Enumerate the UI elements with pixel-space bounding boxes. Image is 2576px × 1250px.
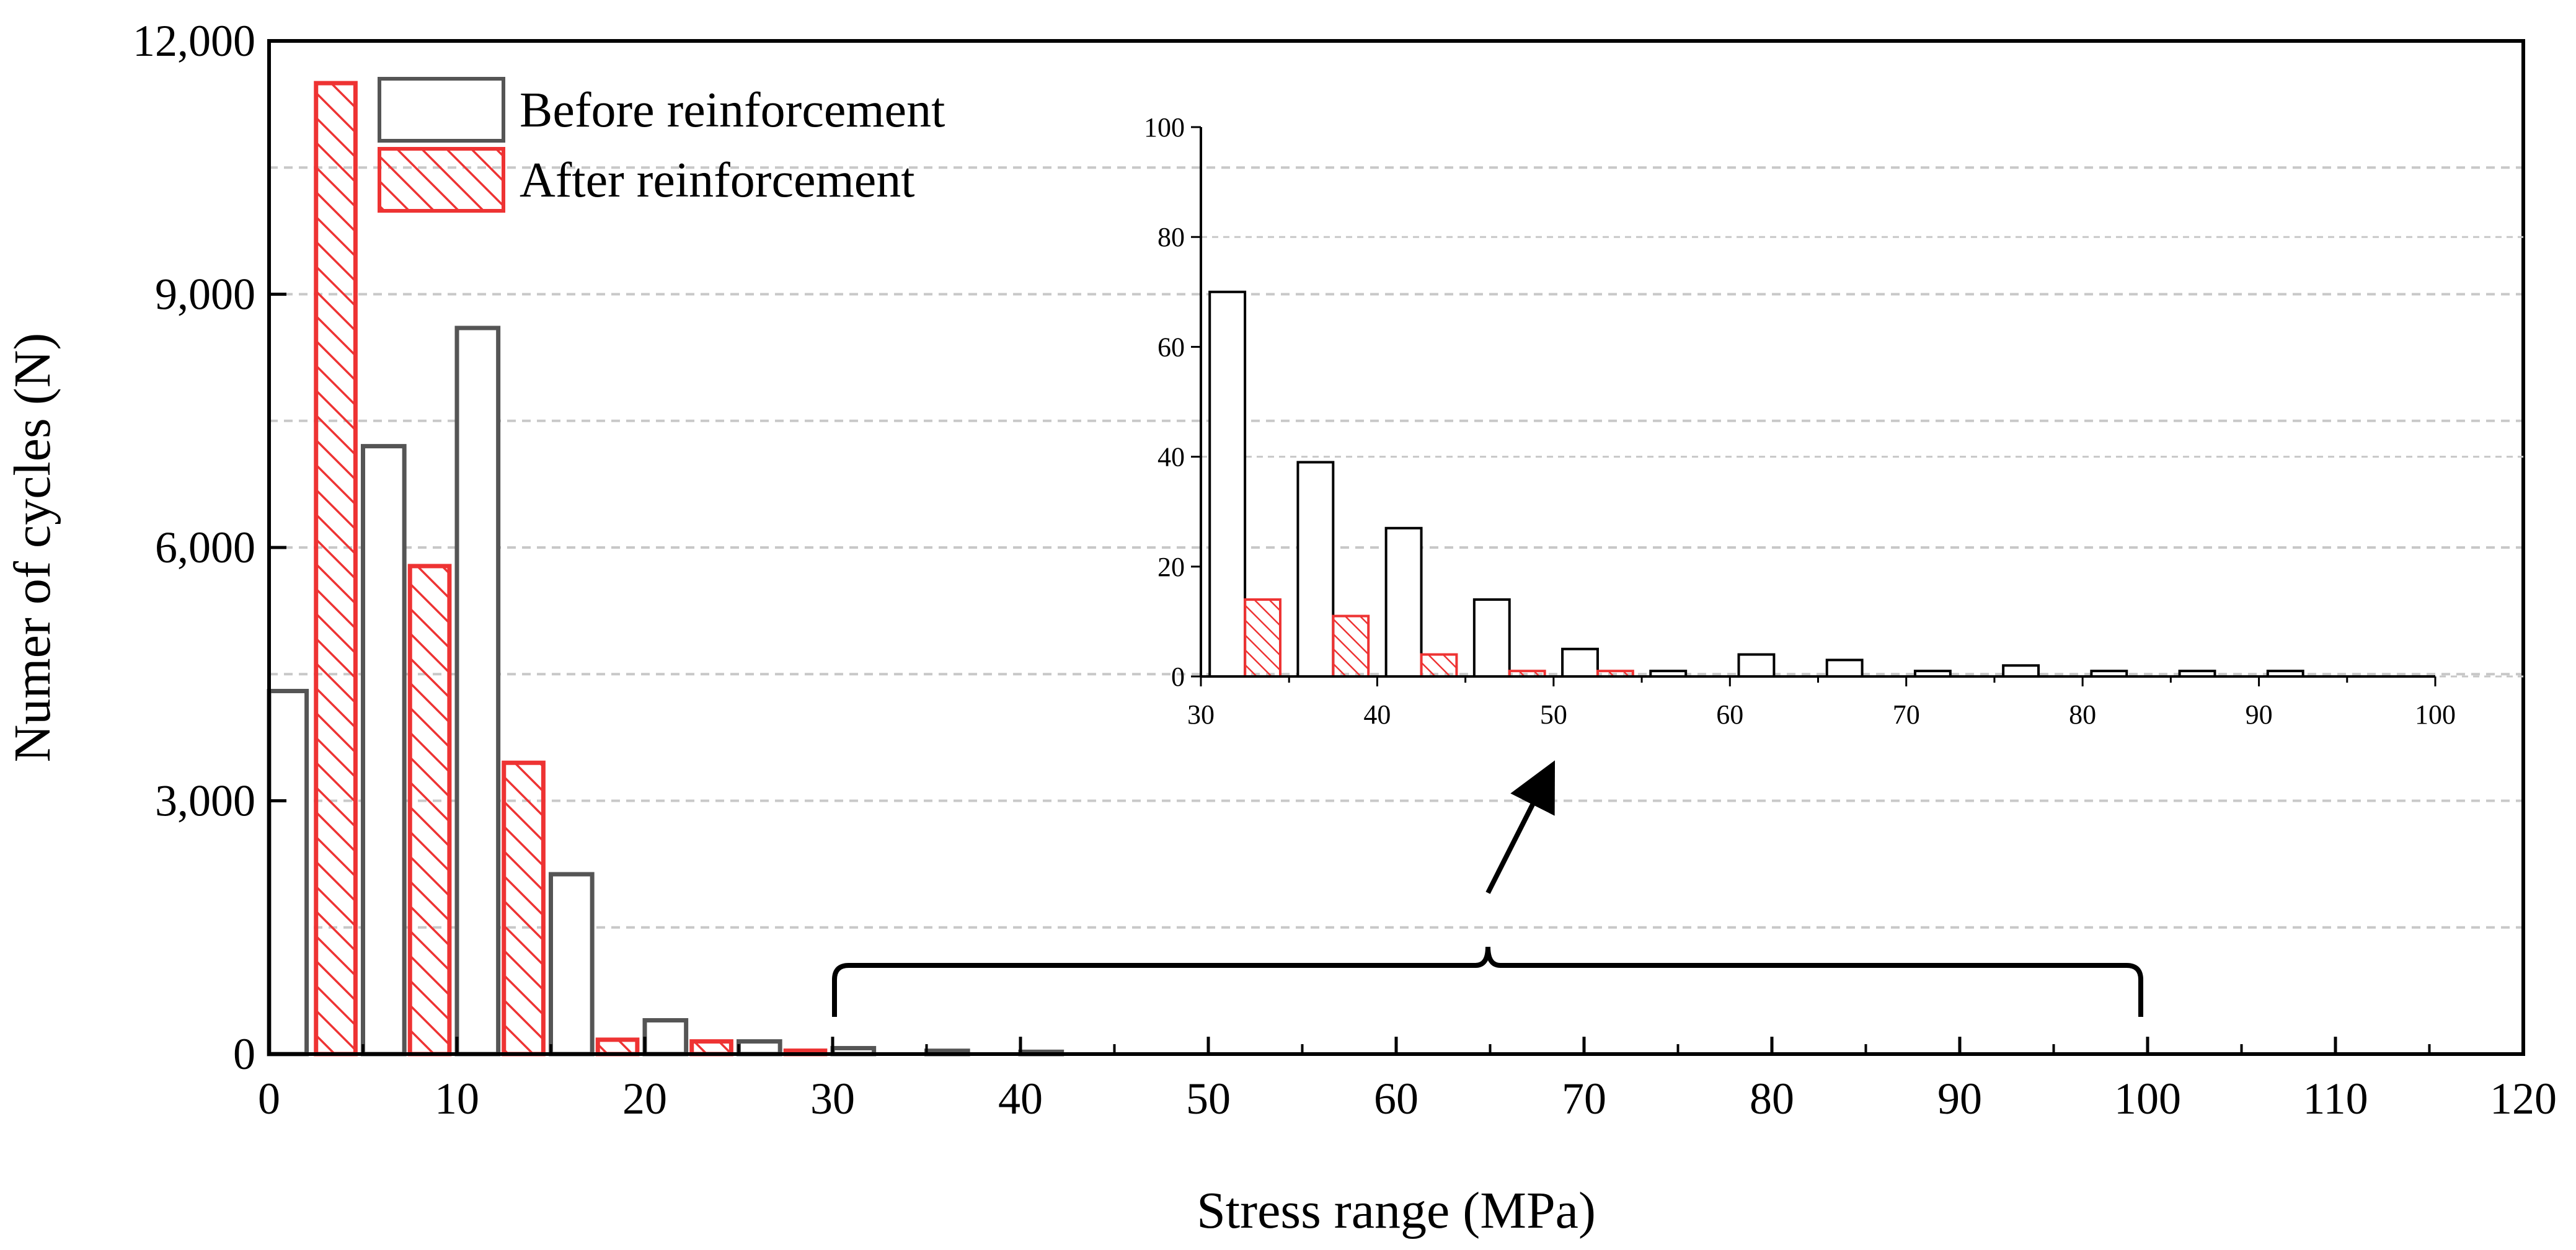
- inset-x-tick-label: 80: [2069, 699, 2096, 730]
- main-before-bar: [267, 688, 309, 1057]
- main-y-tick-label: 0: [233, 1029, 255, 1079]
- legend-swatch-after: [378, 147, 505, 213]
- main-y-tick-label: 3,000: [155, 776, 255, 826]
- inset-after-bar: [1420, 653, 1458, 678]
- inset-y-tick-label: 80: [1157, 222, 1185, 252]
- main-x-tick-label: 120: [2490, 1074, 2557, 1124]
- inset-x-tick-label: 90: [2246, 699, 2273, 730]
- main-x-tick-label: 50: [1186, 1074, 1231, 1124]
- main-before-bar: [361, 444, 407, 1057]
- inset-y-tick-label: 40: [1157, 442, 1185, 472]
- main-x-tick-label: 80: [1750, 1074, 1794, 1124]
- inset-x-tick-label: 100: [2415, 699, 2456, 730]
- main-after-bar: [689, 1039, 733, 1057]
- main-y-tick-label: 12,000: [133, 16, 255, 66]
- inset-x-ticks: 30 40 50 60 70 80 90 100: [1187, 676, 2456, 730]
- main-x-tick-label: 10: [435, 1074, 479, 1124]
- main-grid: [269, 166, 2523, 929]
- main-bars-before-reinforcement: [267, 326, 1064, 1057]
- main-x-ticks: 0 10 20 30 40 50 60 70 80 90 100 110 120: [258, 1037, 2557, 1124]
- y-axis-title: Numer of cycles (N): [4, 333, 61, 763]
- main-x-tick-label: 60: [1374, 1074, 1419, 1124]
- main-y-tick-label: 6,000: [155, 523, 255, 572]
- main-y-tick-label: 9,000: [155, 270, 255, 319]
- inset-bars-after-reinforcement: [1244, 598, 1634, 678]
- inset-y-tick-label: 20: [1157, 552, 1185, 582]
- inset-before-bar: [1825, 658, 1864, 678]
- main-after-bar: [502, 760, 546, 1057]
- inset-x-tick-label: 30: [1187, 699, 1215, 730]
- main-x-tick-label: 30: [810, 1074, 855, 1124]
- legend-swatch-before: [378, 77, 505, 143]
- main-x-tick-label: 100: [2114, 1074, 2181, 1124]
- main-x-tick-label: 70: [1562, 1074, 1606, 1124]
- inset-y-tick-label: 100: [1144, 112, 1185, 143]
- legend-label-before: Before reinforcement: [520, 83, 945, 138]
- main-x-tick-label: 110: [2303, 1074, 2368, 1124]
- inset-before-bar: [1737, 653, 1776, 678]
- main-x-tick-label: 90: [1937, 1074, 1982, 1124]
- legend: Before reinforcement After reinforcement: [378, 77, 945, 213]
- inset-after-bar: [1244, 598, 1281, 678]
- main-after-bar: [314, 81, 358, 1057]
- inset-x-tick-label: 50: [1540, 699, 1567, 730]
- inset-before-bar: [1384, 526, 1423, 678]
- inset-x-tick-label: 40: [1363, 699, 1391, 730]
- main-y-ticks: 0 3,000 6,000 9,000 12,000: [133, 16, 286, 1079]
- inset-y-ticks: 0 20 40 60 80 100: [1144, 112, 1201, 692]
- inset-x-tick-label: 70: [1893, 699, 1920, 730]
- zoom-brace-annotation: [832, 760, 2143, 1017]
- inset-before-bar: [2002, 664, 2040, 678]
- main-before-bar: [642, 1018, 689, 1057]
- main-x-tick-label: 20: [622, 1074, 667, 1124]
- main-before-bar: [737, 1039, 782, 1057]
- zoom-brace: [832, 946, 2143, 1017]
- main-after-bar: [407, 564, 452, 1057]
- main-before-bar: [549, 872, 595, 1057]
- inset-before-bar: [1561, 647, 1599, 678]
- inset-after-bar: [1332, 614, 1370, 678]
- main-x-tick-label: 0: [258, 1074, 280, 1124]
- inset-y-tick-label: 0: [1171, 662, 1185, 692]
- inset-before-bar: [1296, 461, 1335, 678]
- inset-before-bar: [1208, 290, 1247, 678]
- inset-bars-before-reinforcement: [1208, 290, 2304, 678]
- zoom-arrow: [1485, 760, 1556, 894]
- main-x-tick-label: 40: [998, 1074, 1043, 1124]
- inset-x-tick-label: 60: [1716, 699, 1743, 730]
- main-after-bar: [595, 1037, 640, 1057]
- legend-label-after: After reinforcement: [520, 153, 914, 208]
- inset-y-tick-label: 60: [1157, 332, 1185, 362]
- x-axis-title: Stress range (MPa): [1197, 1182, 1596, 1239]
- main-before-bar: [454, 326, 501, 1057]
- inset-before-bar: [1472, 598, 1511, 678]
